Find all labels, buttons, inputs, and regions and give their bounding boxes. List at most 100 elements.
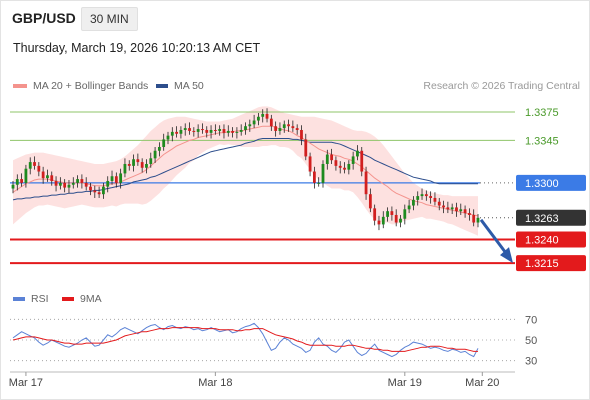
interval-badge[interactable]: 30 MIN (81, 7, 138, 31)
candle-body (467, 213, 471, 215)
candle-body (308, 156, 312, 172)
candle-body (338, 165, 342, 168)
candle-body (304, 139, 308, 157)
level-label-resistance: 1.3375 (525, 107, 559, 119)
candle-body (334, 160, 338, 166)
candle-body (278, 128, 282, 131)
candle-body (330, 154, 334, 161)
legend-ma20: MA 20 + Bollinger Bands (13, 80, 148, 92)
candle-body (455, 207, 458, 212)
legend-label-ma20: MA 20 + Bollinger Bands (33, 80, 149, 92)
candle-body (209, 129, 213, 133)
currency-pair-title: GBP/USD (12, 10, 76, 26)
level-label-support: 1.3240 (525, 235, 559, 247)
candle-body (46, 175, 49, 179)
rsi-line (12, 322, 479, 358)
candle-body (106, 180, 110, 187)
level-label-pivot: 1.3300 (525, 178, 559, 190)
candle-body (442, 205, 445, 208)
candle-body (351, 156, 355, 164)
candle-body (248, 124, 252, 127)
candle-body (179, 129, 183, 134)
candlestick-series (11, 108, 480, 231)
candle-body (54, 180, 58, 186)
level-label-support: 1.3215 (525, 258, 559, 270)
candle-body (364, 171, 368, 195)
candle-body (76, 179, 79, 183)
candle-body (37, 165, 41, 172)
credit-text: Research © 2026 Trading Central (423, 80, 580, 92)
candle-body (222, 129, 226, 133)
candle-body (412, 199, 415, 206)
candle-body (476, 217, 480, 223)
candle-body (218, 129, 222, 131)
candle-body (347, 163, 351, 170)
x-tick-label: Mar 17 (9, 377, 43, 389)
candle-body (119, 173, 123, 183)
rsi-level-label: 30 (525, 356, 537, 368)
candle-body (321, 163, 325, 183)
candle-body (282, 124, 286, 129)
rsi-ma-line (12, 327, 478, 352)
legend-ma50: MA 50 (156, 80, 204, 92)
candle-body (102, 186, 105, 195)
candle-body (188, 128, 191, 131)
candle-body (123, 163, 127, 174)
candle-body (24, 168, 28, 183)
rsi-level-label: 70 (525, 314, 537, 326)
candle-body (403, 209, 407, 219)
candle-body (50, 175, 54, 181)
candle-body (15, 179, 19, 185)
candle-body (287, 124, 290, 127)
candle-body (235, 131, 239, 133)
bollinger-band-area (13, 106, 478, 236)
candle-body (153, 150, 157, 159)
candle-body (459, 209, 463, 212)
candle-body (58, 182, 62, 186)
candle-body (213, 129, 217, 131)
legend-label-ma50: MA 50 (174, 80, 204, 92)
legend-label-rsi: RSI (31, 293, 49, 305)
candle-body (89, 186, 92, 191)
candle-body (437, 201, 441, 206)
candle-body (312, 171, 316, 183)
candle-body (140, 162, 144, 168)
candle-body (291, 126, 295, 129)
forecast-arrow-shaft (479, 218, 508, 255)
candle-body (424, 194, 428, 197)
legend-swatch-rsi (13, 297, 25, 301)
candle-body (149, 158, 153, 164)
candle-body (399, 218, 402, 223)
candle-body (127, 163, 131, 166)
candle-body (472, 214, 476, 223)
candle-body (446, 207, 450, 210)
candle-body (433, 197, 437, 202)
candle-body (183, 128, 187, 130)
candle-body (360, 150, 364, 172)
candle-body (265, 113, 269, 119)
candle-body (71, 182, 75, 185)
candle-body (373, 208, 377, 221)
level-label-current: 1.3263 (525, 213, 559, 225)
legend-swatch-ma50 (156, 84, 168, 88)
candle-body (295, 128, 299, 130)
x-tick-label: Mar 19 (388, 377, 422, 389)
forecast-arrow-head (500, 247, 513, 264)
candle-body (407, 205, 411, 210)
candle-body (114, 176, 118, 183)
candle-body (317, 182, 321, 184)
x-tick-label: Mar 20 (465, 377, 499, 389)
timestamp: Thursday, March 19, 2026 10:20:13 AM CET (13, 41, 261, 55)
chart-header: GBP/USD 30 MIN (0, 0, 590, 36)
level-label-resistance: 1.3345 (525, 135, 559, 147)
candle-body (84, 182, 88, 187)
legend-label-9ma: 9MA (80, 293, 102, 305)
legend-swatch-9ma (62, 297, 74, 301)
candle-body (368, 194, 372, 209)
candle-body (325, 154, 329, 164)
candle-body (356, 150, 359, 157)
candle-body (93, 190, 97, 193)
candle-body (166, 135, 170, 140)
level-label-box-3 (516, 209, 586, 226)
